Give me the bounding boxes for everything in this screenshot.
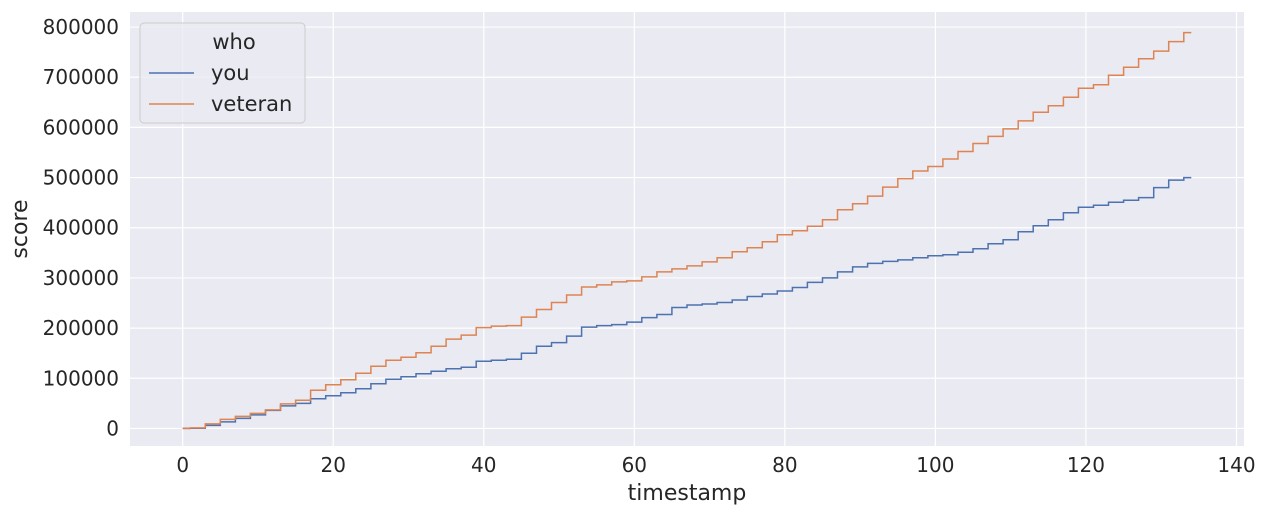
x-axis: 0 20 40 60 80 100 120 140 [176,453,1255,477]
y-tick-label: 800000 [43,15,119,39]
x-tick-label: 40 [471,453,496,477]
legend-label-you: you [211,61,250,85]
y-tick-label: 200000 [43,316,119,340]
series-line-you [182,176,1192,430]
series-layer [182,31,1192,430]
series-line-veteran [182,31,1192,430]
legend-items: you veteran [149,61,292,116]
x-tick-label: 100 [916,453,954,477]
legend-label-veteran: veteran [211,92,292,116]
plot-area [130,12,1244,446]
y-tick-label: 0 [106,416,119,440]
y-tick-label: 400000 [43,216,119,240]
x-tick-label: 80 [772,453,797,477]
y-axis-label: score [8,199,33,258]
y-tick-label: 300000 [43,266,119,290]
grid [130,12,1244,446]
x-tick-label: 0 [176,453,189,477]
y-tick-label: 700000 [43,65,119,89]
y-tick-label: 100000 [43,366,119,390]
x-tick-label: 120 [1067,453,1105,477]
legend-box [139,22,306,124]
x-tick-label: 60 [622,453,647,477]
y-axis: 0 100000 200000 300000 400000 500000 600000 700… [43,15,119,440]
x-axis-label: timestamp [628,481,747,506]
x-tick-label: 140 [1217,453,1255,477]
x-tick-label: 20 [321,453,346,477]
y-tick-label: 600000 [43,115,119,139]
legend-title: who [212,30,255,54]
legend: who you veteran [139,22,306,124]
y-tick-label: 500000 [43,166,119,190]
